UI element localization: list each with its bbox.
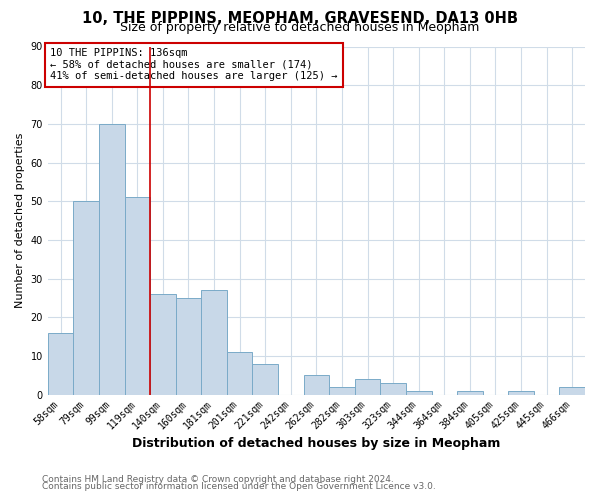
Text: Contains public sector information licensed under the Open Government Licence v3: Contains public sector information licen…	[42, 482, 436, 491]
Bar	[304, 375, 329, 394]
Bar	[508, 390, 534, 394]
Text: 10, THE PIPPINS, MEOPHAM, GRAVESEND, DA13 0HB: 10, THE PIPPINS, MEOPHAM, GRAVESEND, DA1…	[82, 11, 518, 26]
Bar	[355, 379, 380, 394]
X-axis label: Distribution of detached houses by size in Meopham: Distribution of detached houses by size …	[132, 437, 500, 450]
Bar	[253, 364, 278, 394]
Bar	[559, 387, 585, 394]
Text: Size of property relative to detached houses in Meopham: Size of property relative to detached ho…	[121, 22, 479, 35]
Text: Contains HM Land Registry data © Crown copyright and database right 2024.: Contains HM Land Registry data © Crown c…	[42, 474, 394, 484]
Bar	[73, 201, 99, 394]
Bar	[99, 124, 125, 394]
Bar	[201, 290, 227, 395]
Bar	[457, 390, 482, 394]
Bar	[176, 298, 201, 394]
Bar	[48, 332, 73, 394]
Bar	[329, 387, 355, 394]
Bar	[406, 390, 431, 394]
Bar	[150, 294, 176, 394]
Y-axis label: Number of detached properties: Number of detached properties	[15, 133, 25, 308]
Bar	[125, 198, 150, 394]
Bar	[380, 383, 406, 394]
Bar	[227, 352, 253, 395]
Text: 10 THE PIPPINS: 136sqm
← 58% of detached houses are smaller (174)
41% of semi-de: 10 THE PIPPINS: 136sqm ← 58% of detached…	[50, 48, 338, 82]
